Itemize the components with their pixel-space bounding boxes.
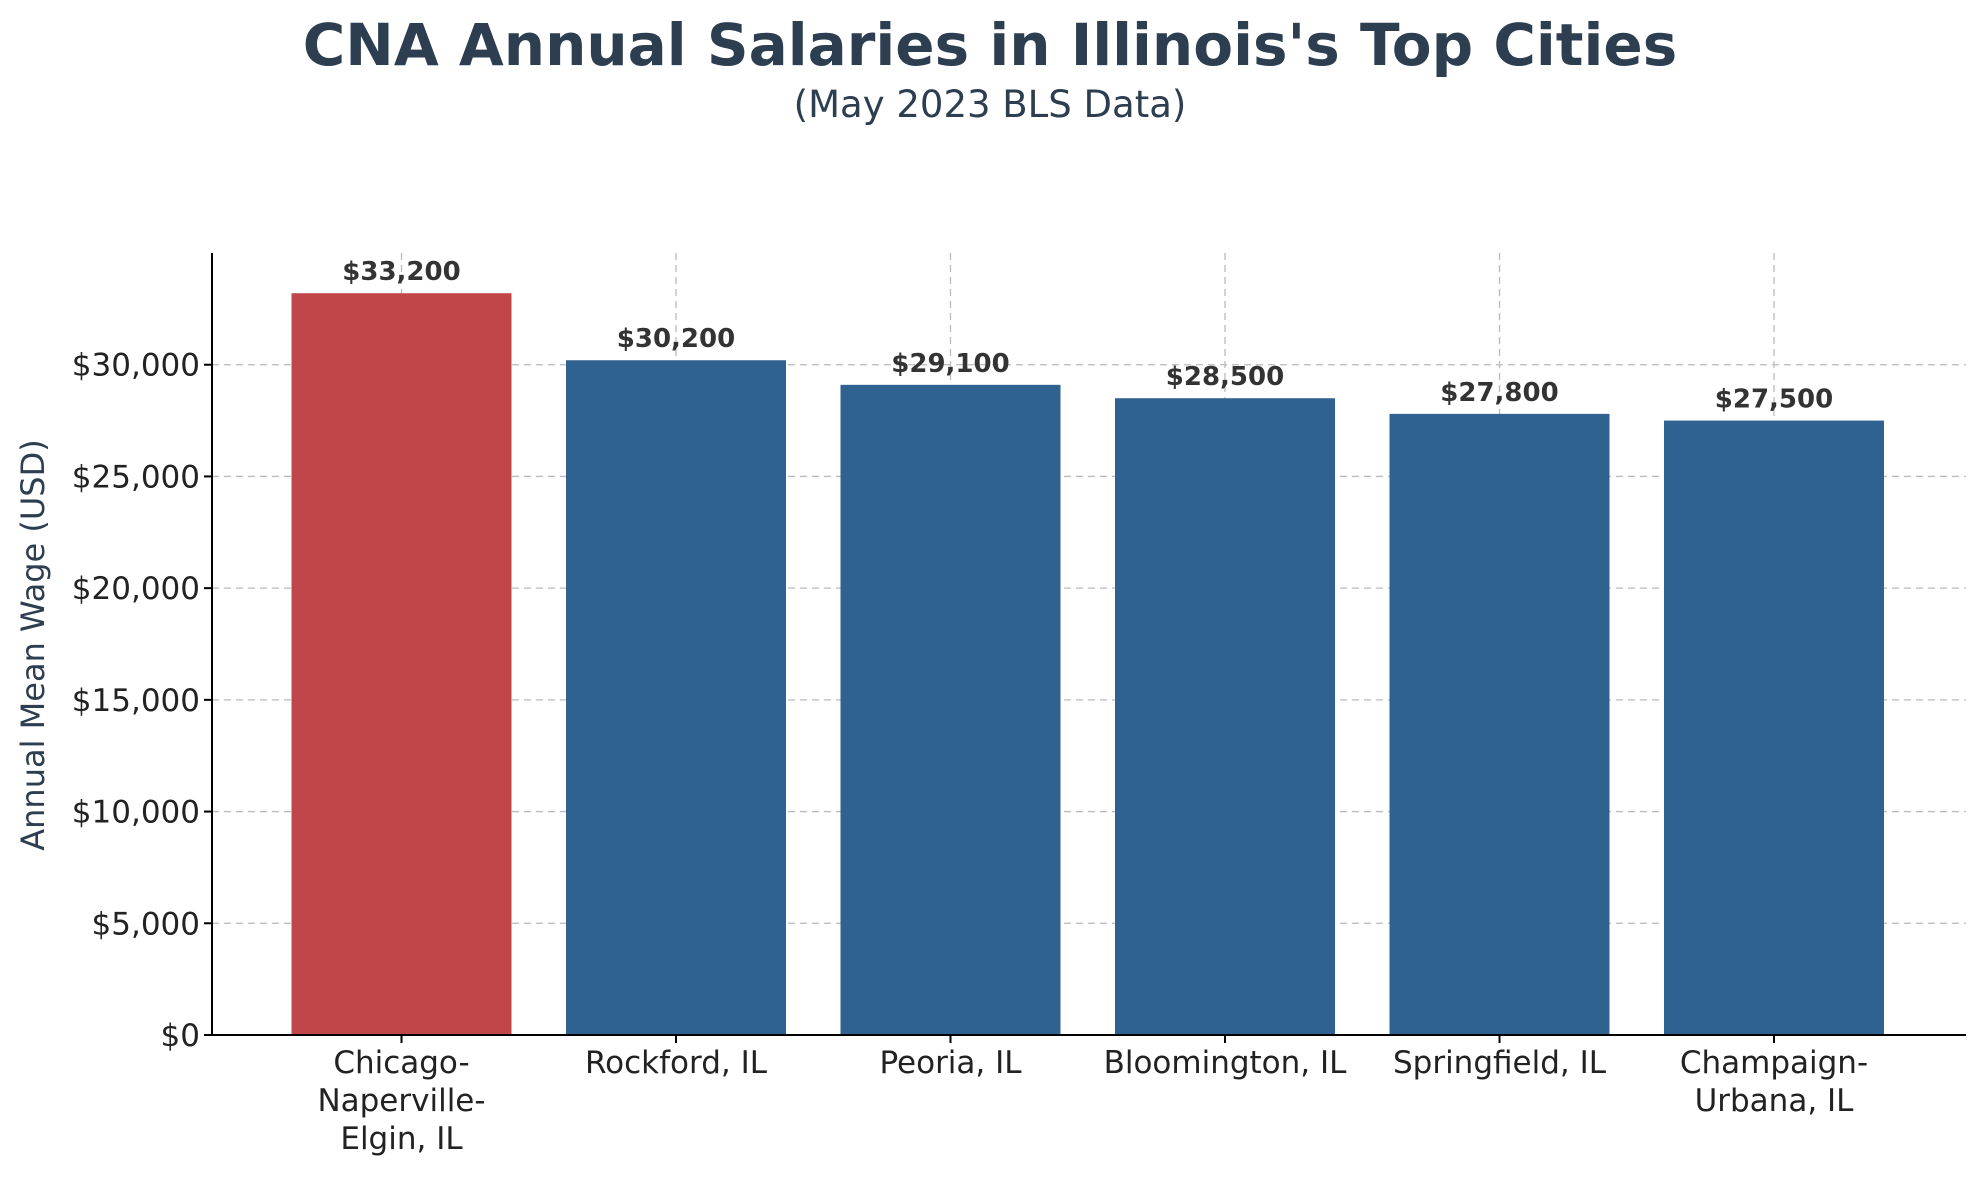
bar-value-label: $28,500 xyxy=(1166,362,1284,392)
y-tick-label: $5,000 xyxy=(92,906,200,942)
x-category-label-line: Rockford, IL xyxy=(585,1045,768,1081)
bar xyxy=(566,360,786,1035)
bar xyxy=(291,293,512,1035)
x-category-label-line: Springfield, IL xyxy=(1393,1045,1607,1081)
x-category-label: Rockford, IL xyxy=(585,1045,768,1081)
data-labels: $33,200 $30,200 $29,100 $28,500 $27,800 $27,5… xyxy=(342,257,1833,414)
bar xyxy=(1389,413,1610,1036)
y-tick-label: $15,000 xyxy=(72,683,200,719)
x-category-label-line: Naperville- xyxy=(317,1083,485,1119)
y-tick-label: $30,000 xyxy=(72,348,200,384)
x-category-label: Champaign-Urbana, IL xyxy=(1680,1045,1868,1119)
x-category-label: Bloomington, IL xyxy=(1104,1045,1348,1081)
x-category-label-line: Bloomington, IL xyxy=(1104,1045,1348,1081)
bar-value-label: $29,100 xyxy=(891,349,1009,379)
y-tick-label: $0 xyxy=(161,1018,200,1054)
axes xyxy=(204,253,1966,1043)
x-category-label-line: Champaign- xyxy=(1680,1045,1868,1081)
bar-value-label: $33,200 xyxy=(342,257,460,287)
bar xyxy=(1115,398,1335,1035)
bar xyxy=(840,384,1061,1035)
x-category-labels: Chicago-Naperville-Elgin, IL Rockford, IL… xyxy=(317,1045,1868,1157)
x-category-label: Chicago-Naperville-Elgin, IL xyxy=(317,1045,485,1157)
y-tick-label: $20,000 xyxy=(72,571,200,607)
bars xyxy=(291,293,1884,1036)
bar-value-label: $27,500 xyxy=(1715,385,1833,415)
y-tick-label: $25,000 xyxy=(72,459,200,495)
bar xyxy=(1664,420,1884,1036)
x-category-label-line: Chicago- xyxy=(333,1045,469,1081)
bar-value-label: $27,800 xyxy=(1440,378,1558,408)
y-axis-label: Annual Mean Wage (USD) xyxy=(14,439,52,850)
x-category-label-line: Elgin, IL xyxy=(340,1121,463,1157)
x-category-label-line: Peoria, IL xyxy=(879,1045,1022,1081)
chart-subtitle: (May 2023 BLS Data) xyxy=(794,83,1187,126)
x-category-label: Peoria, IL xyxy=(879,1045,1022,1081)
y-tick-label: $10,000 xyxy=(72,795,200,831)
y-tick-labels: $0 $5,000 $10,000 $15,000 $20,000 $25,000 $30,… xyxy=(72,348,200,1054)
bar-value-label: $30,200 xyxy=(617,324,735,354)
x-category-label: Springfield, IL xyxy=(1393,1045,1607,1081)
x-category-label-line: Urbana, IL xyxy=(1695,1083,1855,1119)
chart-title: CNA Annual Salaries in Illinois's Top Ci… xyxy=(303,11,1678,79)
